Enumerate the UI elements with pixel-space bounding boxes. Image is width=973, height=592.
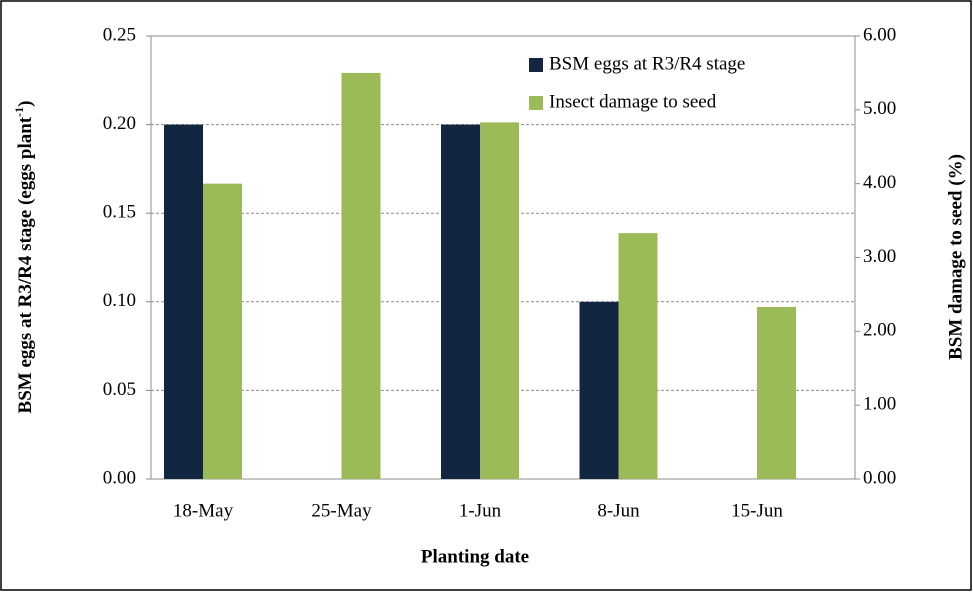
bar <box>579 301 619 479</box>
bar <box>480 122 519 479</box>
x-tick-label: 1-Jun <box>459 500 502 521</box>
x-tick-label: 8-Jun <box>597 500 640 521</box>
y-axis-title: BSM eggs at R3/R4 stage (eggs plant-1) <box>12 101 37 414</box>
legend-label: BSM eggs at R3/R4 stage <box>549 53 745 74</box>
y-tick-label: 0.15 <box>103 202 136 223</box>
bar <box>757 306 796 479</box>
y-axis-title-end: ) <box>15 101 36 107</box>
legend-swatch <box>529 58 543 72</box>
y2-tick-label: 4.00 <box>863 172 896 193</box>
x-tick-label: 25-May <box>311 500 372 521</box>
y2-tick-label: 6.00 <box>863 24 896 45</box>
y-tick-label: 0.25 <box>103 24 136 45</box>
y2-tick-label: 3.00 <box>863 246 896 267</box>
y2-axis-title: BSM damage to seed (%) <box>945 154 966 360</box>
y-tick-label: 0.20 <box>103 113 136 134</box>
y2-tick-label: 2.00 <box>863 320 896 341</box>
bar <box>441 124 480 479</box>
x-tick-label: 15-Jun <box>731 500 783 521</box>
y2-tick-label: 1.00 <box>863 394 896 415</box>
y-axis-title-main: BSM eggs at R3/R4 stage (eggs plant <box>15 116 36 413</box>
legend-label: Insect damage to seed <box>549 91 717 112</box>
y-axis-title-sup: -1 <box>12 107 26 117</box>
y2-tick-label: 5.00 <box>863 98 896 119</box>
x-tick-label: 18-May <box>173 500 234 521</box>
y-tick-label: 0.10 <box>103 290 136 311</box>
y-tick-label: 0.05 <box>103 379 136 400</box>
x-axis-title: Planting date <box>421 546 529 567</box>
bar <box>164 124 203 479</box>
bar <box>203 183 242 479</box>
bar <box>618 233 658 479</box>
bar <box>341 72 381 480</box>
y-tick-label: 0.00 <box>103 467 136 488</box>
legend-swatch <box>529 96 543 110</box>
y2-tick-label: 0.00 <box>863 467 896 488</box>
